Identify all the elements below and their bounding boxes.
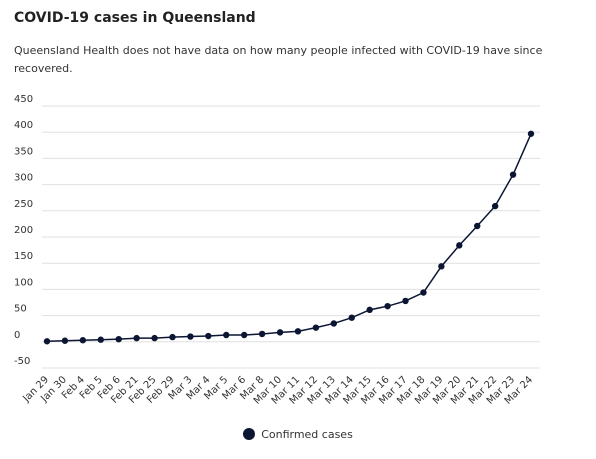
data-point[interactable] (294, 328, 302, 335)
series-line (46, 133, 532, 343)
data-point[interactable] (348, 314, 355, 321)
legend-label: Confirmed cases (261, 428, 353, 441)
data-point[interactable] (276, 329, 284, 336)
y-tick-label: -50 (14, 356, 30, 367)
data-point[interactable] (151, 334, 158, 342)
y-axis-labels: 450 400 350 300 250 200 150 100 50 0 -50 (14, 94, 33, 367)
data-point[interactable] (97, 336, 104, 343)
data-point[interactable] (133, 334, 140, 342)
data-point[interactable] (491, 202, 499, 210)
data-point[interactable] (312, 324, 320, 331)
series-line-layer (46, 133, 532, 343)
chart-subtitle: Queensland Health does not have data on … (14, 44, 543, 75)
data-point[interactable] (169, 333, 176, 341)
data-point[interactable] (43, 338, 51, 345)
legend-marker-icon (243, 428, 256, 440)
data-point[interactable] (366, 306, 373, 314)
y-tick-label: 250 (14, 199, 33, 210)
data-point[interactable] (79, 337, 87, 344)
legend[interactable]: Confirmed cases (0, 428, 596, 441)
y-tick-label: 100 (14, 277, 33, 288)
y-tick-label: 350 (14, 146, 33, 157)
grid-layer (42, 105, 540, 369)
y-tick-label: 150 (14, 251, 33, 262)
y-tick-label: 400 (14, 120, 33, 131)
y-tick-label: 300 (14, 173, 33, 184)
line-chart: 450 400 350 300 250 200 150 100 50 0 -50 Jan 29Jan… (14, 94, 540, 407)
data-point[interactable] (420, 289, 427, 296)
data-point[interactable] (456, 242, 463, 249)
data-point[interactable] (402, 297, 409, 305)
y-tick-label: 200 (14, 225, 33, 236)
data-point[interactable] (527, 130, 535, 137)
data-point[interactable] (223, 331, 230, 339)
data-point[interactable] (205, 332, 212, 340)
series-points-layer (43, 130, 535, 345)
data-point[interactable] (438, 263, 445, 270)
data-point[interactable] (115, 335, 122, 343)
data-point[interactable] (240, 331, 248, 339)
y-tick-label: 0 (14, 330, 20, 341)
data-point[interactable] (187, 333, 194, 340)
y-tick-label: 450 (14, 94, 33, 105)
y-tick-label: 50 (14, 304, 27, 315)
data-point[interactable] (509, 171, 517, 178)
data-point[interactable] (258, 330, 266, 338)
data-point[interactable] (384, 302, 391, 310)
chart-title: COVID-19 cases in Queensland (14, 10, 256, 26)
data-point[interactable] (61, 337, 69, 344)
data-point[interactable] (330, 320, 338, 327)
data-point[interactable] (474, 222, 481, 230)
